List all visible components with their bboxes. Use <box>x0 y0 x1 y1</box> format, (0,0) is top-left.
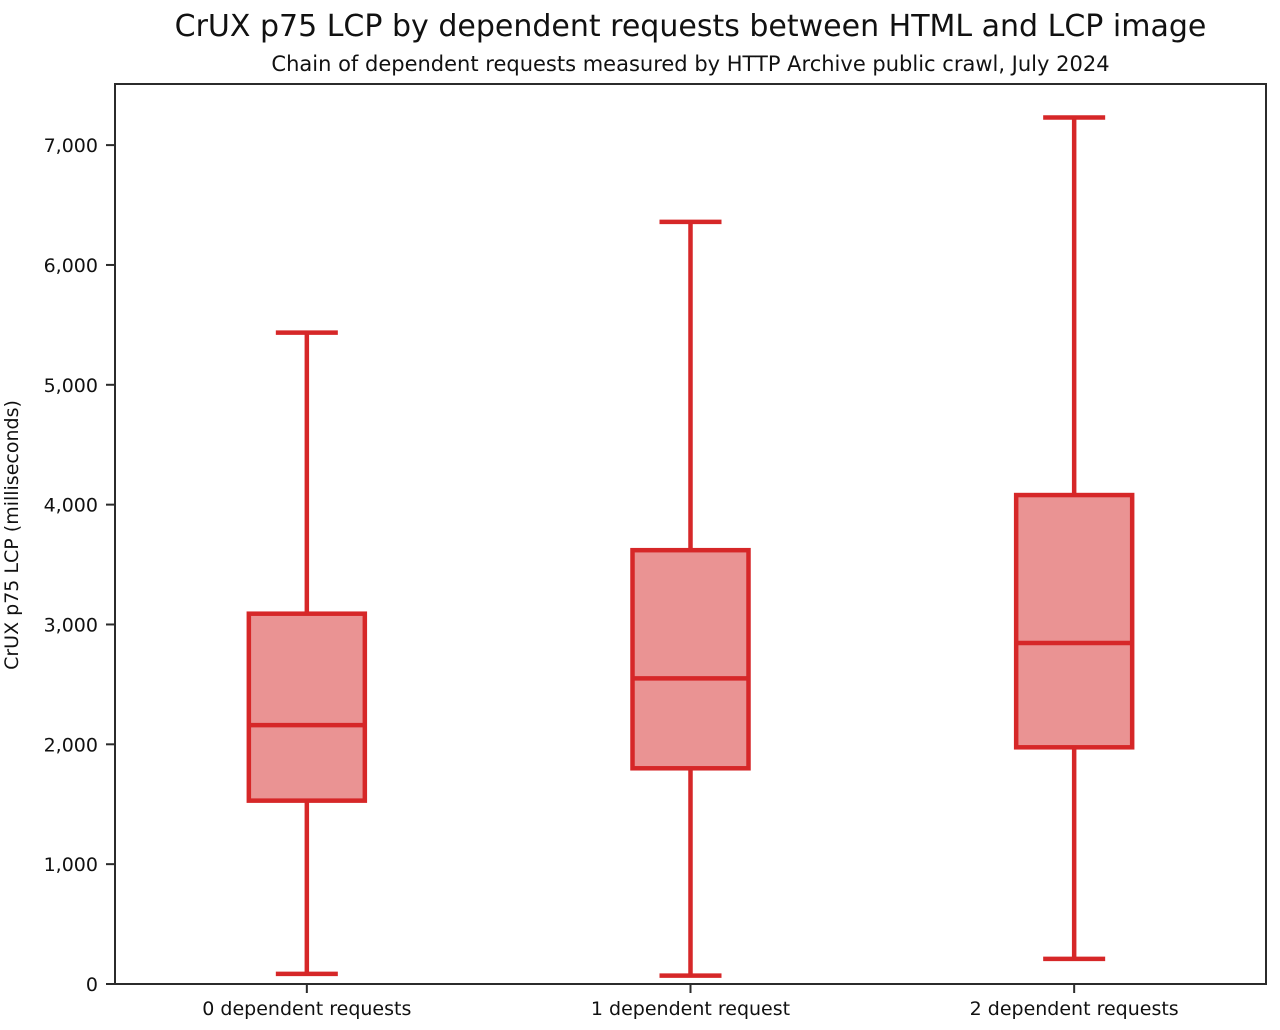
chart-title: CrUX p75 LCP by dependent requests betwe… <box>174 9 1207 44</box>
y-tick-label: 3,000 <box>44 614 98 636</box>
y-tick-label: 1,000 <box>44 854 98 876</box>
y-tick-label: 7,000 <box>44 135 98 157</box>
y-tick-label: 6,000 <box>44 255 98 277</box>
x-tick-label: 0 dependent requests <box>202 998 411 1020</box>
chart-subtitle: Chain of dependent requests measured by … <box>271 52 1110 76</box>
plot-border <box>114 83 1267 985</box>
y-tick-label: 5,000 <box>44 375 98 397</box>
box-iqr <box>1013 492 1135 750</box>
x-tick-label: 1 dependent request <box>591 998 790 1020</box>
box-iqr <box>630 547 751 771</box>
y-tick-label: 0 <box>86 974 98 996</box>
y-tick-label: 4,000 <box>44 495 98 517</box>
y-tick-label: 2,000 <box>44 734 98 756</box>
box-iqr <box>246 611 368 803</box>
x-tick-label: 2 dependent requests <box>970 998 1179 1020</box>
